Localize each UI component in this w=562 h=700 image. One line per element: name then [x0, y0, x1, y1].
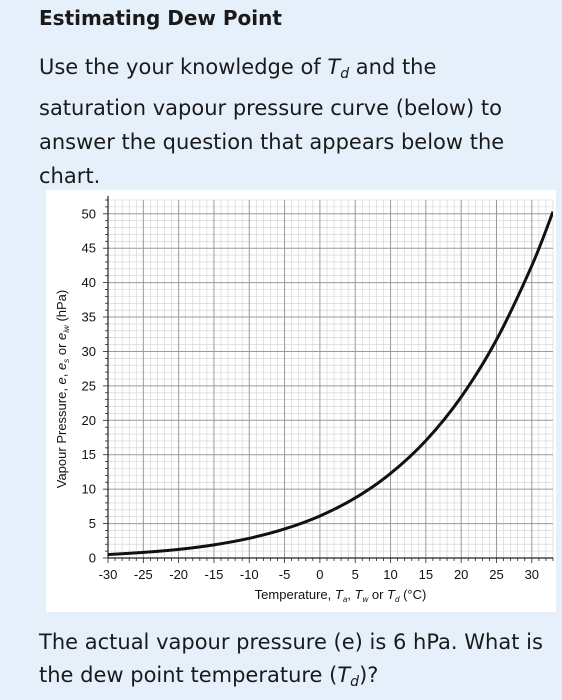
instructions-text: Use the your knowledge of Td and the sat…	[39, 50, 539, 193]
question-td-symbol: T	[337, 663, 351, 687]
y-tick-label: 45	[82, 241, 96, 256]
chart-container: -30 -25 -20 -15 -10 -5 0 5 10 15 20 25 30 0 5 10 15 20 25 3…	[46, 190, 556, 612]
y-tick-label: 50	[82, 206, 96, 221]
instructions-part2: and the saturation vapour pressure curve…	[39, 55, 505, 188]
y-tick-label: 40	[82, 275, 96, 290]
x-tick-label: -20	[169, 567, 188, 582]
x-tick-label: 25	[489, 567, 503, 582]
instructions-part1: Use the your knowledge of	[39, 55, 328, 79]
x-tick-label: 20	[454, 567, 468, 582]
question-td-subscript: d	[350, 674, 360, 690]
x-tick-label: 15	[419, 567, 433, 582]
x-tick-label: 5	[352, 567, 359, 582]
y-tick-label: 0	[89, 551, 96, 566]
saturation-vapour-pressure-curve	[108, 211, 553, 556]
x-tick-label: 30	[525, 567, 539, 582]
y-tick-label: 5	[89, 516, 96, 531]
x-tick-label: -15	[205, 567, 224, 582]
td-subscript: d	[340, 66, 350, 82]
x-tick-label: -25	[134, 567, 153, 582]
x-tick-label: -30	[99, 567, 118, 582]
question-part2: )?	[359, 663, 379, 687]
y-tick-label: 15	[82, 447, 96, 462]
page-title: Estimating Dew Point	[39, 6, 282, 30]
x-tick-label: -10	[240, 567, 259, 582]
saturation-vapour-pressure-chart: -30 -25 -20 -15 -10 -5 0 5 10 15 20 25 30 0 5 10 15 20 25 3…	[54, 196, 554, 604]
x-tick-label: 0	[316, 567, 323, 582]
x-tick-label: -5	[279, 567, 291, 582]
y-axis-label: Vapour Pressure, e, es or eiw (hPa)	[54, 290, 71, 489]
td-symbol: T	[327, 55, 341, 79]
x-tick-label: 10	[383, 567, 397, 582]
y-tick-label: 20	[82, 413, 96, 428]
y-tick-label: 25	[82, 378, 96, 393]
question-part1: The actual vapour pressure (e) is 6 hPa.…	[39, 630, 543, 687]
y-tick-label: 30	[82, 344, 96, 359]
x-axis-label: Temperature, Ta, Tw or Td (°C)	[255, 587, 427, 604]
y-tick-label: 10	[82, 482, 96, 497]
y-tick-label: 35	[82, 310, 96, 325]
question-text: The actual vapour pressure (e) is 6 hPa.…	[39, 626, 549, 699]
